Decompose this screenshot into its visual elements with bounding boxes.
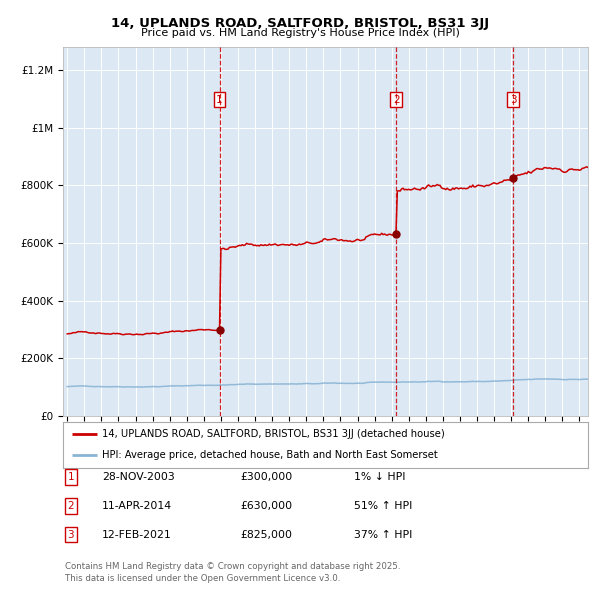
Text: 2: 2 xyxy=(393,94,400,104)
Text: Price paid vs. HM Land Registry's House Price Index (HPI): Price paid vs. HM Land Registry's House … xyxy=(140,28,460,38)
Text: 1% ↓ HPI: 1% ↓ HPI xyxy=(354,472,406,481)
Text: £300,000: £300,000 xyxy=(240,472,292,481)
Text: 1: 1 xyxy=(67,472,74,481)
Text: 3: 3 xyxy=(67,530,74,539)
Text: £630,000: £630,000 xyxy=(240,501,292,510)
Text: HPI: Average price, detached house, Bath and North East Somerset: HPI: Average price, detached house, Bath… xyxy=(103,450,438,460)
Text: 1: 1 xyxy=(216,94,223,104)
Text: 12-FEB-2021: 12-FEB-2021 xyxy=(102,530,172,539)
Text: 2: 2 xyxy=(67,501,74,510)
Text: 3: 3 xyxy=(510,94,517,104)
Text: 51% ↑ HPI: 51% ↑ HPI xyxy=(354,501,412,510)
Text: £825,000: £825,000 xyxy=(240,530,292,539)
Text: 11-APR-2014: 11-APR-2014 xyxy=(102,501,172,510)
Text: Contains HM Land Registry data © Crown copyright and database right 2025.
This d: Contains HM Land Registry data © Crown c… xyxy=(65,562,400,583)
Text: 14, UPLANDS ROAD, SALTFORD, BRISTOL, BS31 3JJ: 14, UPLANDS ROAD, SALTFORD, BRISTOL, BS3… xyxy=(111,17,489,30)
Text: 14, UPLANDS ROAD, SALTFORD, BRISTOL, BS31 3JJ (detached house): 14, UPLANDS ROAD, SALTFORD, BRISTOL, BS3… xyxy=(103,430,445,440)
Text: 28-NOV-2003: 28-NOV-2003 xyxy=(102,472,175,481)
Text: 37% ↑ HPI: 37% ↑ HPI xyxy=(354,530,412,539)
